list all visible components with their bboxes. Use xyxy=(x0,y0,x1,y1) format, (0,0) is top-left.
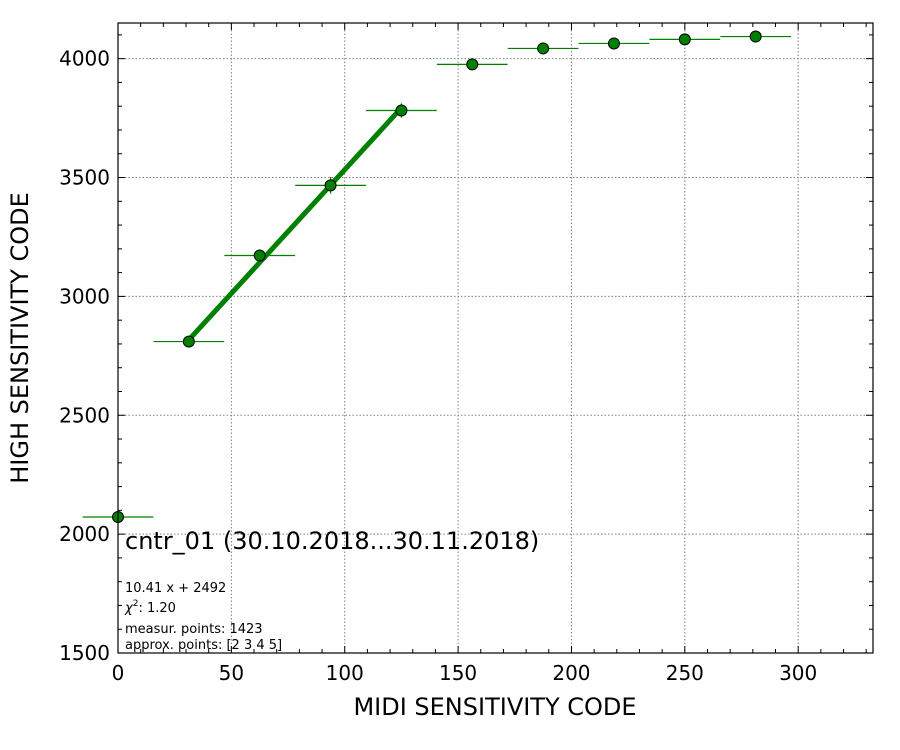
grid xyxy=(117,23,873,654)
y-tick-label-2000: 2000 xyxy=(59,522,110,546)
annotation-title: cntr_01 (30.10.2018...30.11.2018) xyxy=(125,527,539,555)
data-point-9 xyxy=(749,30,762,43)
data-point-5 xyxy=(466,58,479,71)
error-bars xyxy=(82,35,792,518)
x-axis-title: MIDI SENSITIVITY CODE xyxy=(353,693,636,721)
y-tick-label-2500: 2500 xyxy=(59,403,110,427)
annotation-equation: 10.41 x + 2492 xyxy=(125,581,226,596)
x-tick-label-200: 200 xyxy=(552,661,590,685)
data-point-3 xyxy=(324,179,337,192)
plot-frame xyxy=(117,22,874,654)
x-tick-label-150: 150 xyxy=(439,661,477,685)
y-tick-label-4000: 4000 xyxy=(59,47,110,71)
y-axis-title: HIGH SENSITIVITY CODE xyxy=(6,192,34,484)
y-tick-label-3500: 3500 xyxy=(59,166,110,190)
annotation-chi2-value: 1.20 xyxy=(147,601,176,616)
tick-labels: 0 50 100 150 200 250 300 1500 2000 2500 3000 3500 40… xyxy=(59,47,817,685)
data-point-4 xyxy=(395,104,408,117)
data-point-2 xyxy=(253,249,266,262)
annotation-approx-points: approx. points: [2 3 4 5] xyxy=(125,638,282,653)
x-tick-label-250: 250 xyxy=(666,661,704,685)
x-tick-label-0: 0 xyxy=(112,661,125,685)
x-tick-label-100: 100 xyxy=(326,661,364,685)
y-tick-label-3000: 3000 xyxy=(59,284,110,308)
data-points xyxy=(112,30,762,524)
x-tick-label-300: 300 xyxy=(779,661,817,685)
x-tick-label-50: 50 xyxy=(219,661,244,685)
fit-line xyxy=(187,106,404,342)
data-point-6 xyxy=(537,42,550,55)
annotation-measur-points: measur. points: 1423 xyxy=(125,622,263,637)
fit-layer xyxy=(187,106,404,342)
data-point-1 xyxy=(182,335,195,348)
annotation-chi2: χ2: 1.20 xyxy=(124,599,176,616)
y-tick-label-1500: 1500 xyxy=(59,641,110,665)
data-point-8 xyxy=(678,33,691,46)
ticks xyxy=(117,23,873,654)
data-point-7 xyxy=(607,37,620,50)
